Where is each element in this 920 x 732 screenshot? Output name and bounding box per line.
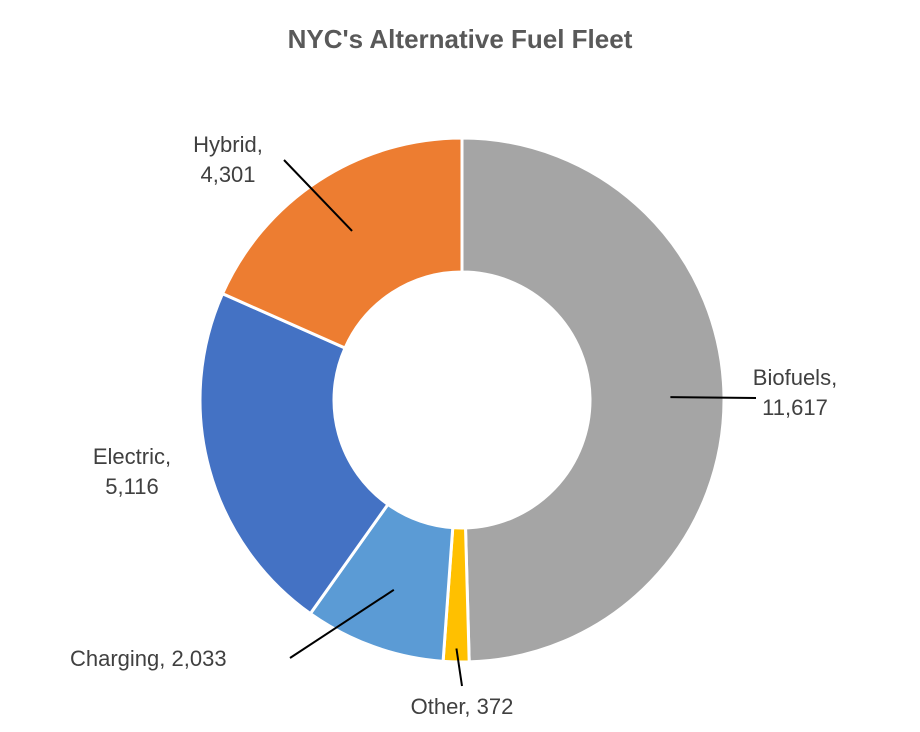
slice-biofuels [460, 136, 726, 664]
chart-title: NYC's Alternative Fuel Fleet [287, 24, 633, 54]
data-label-charging: Charging, 2,033 [70, 646, 227, 671]
leader-line-hybrid [283, 159, 353, 232]
slice-hybrid [220, 136, 464, 351]
slices-group [198, 136, 726, 664]
leader-line-charging [289, 588, 395, 659]
data-label-hybrid: Hybrid, 4,301 [193, 132, 263, 187]
slice-electric [198, 291, 391, 616]
leader-lines-group [283, 159, 757, 687]
data-label-biofuels: Biofuels, 11,617 [753, 365, 837, 420]
data-label-electric: Electric, 5,116 [93, 444, 171, 499]
data-label-other: Other, 372 [411, 694, 514, 719]
data-labels-group: Biofuels, 11,617 Other, 372 Charging, 2,033… [70, 132, 837, 719]
leader-line-biofuels [670, 396, 757, 399]
leader-line-other [455, 648, 463, 687]
